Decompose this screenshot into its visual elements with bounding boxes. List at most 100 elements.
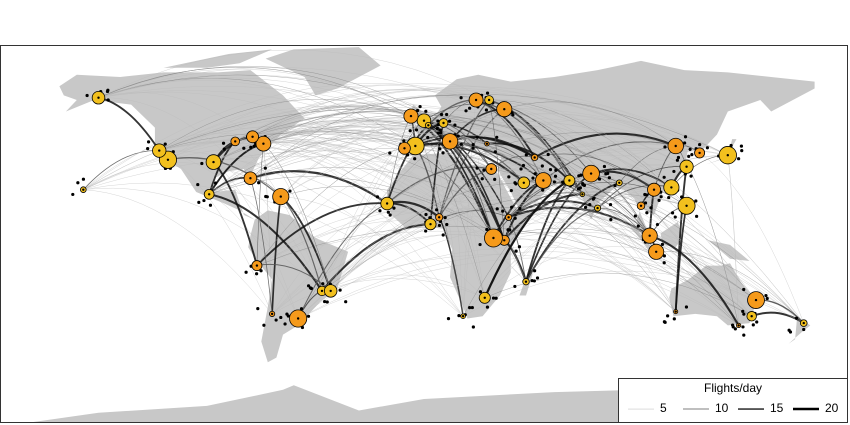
route [297, 203, 388, 319]
airport [71, 192, 75, 197]
airport [740, 149, 744, 153]
route [569, 180, 650, 236]
airport [663, 145, 667, 149]
route [256, 145, 416, 266]
route [213, 161, 299, 319]
airport [388, 213, 392, 217]
route [98, 92, 253, 137]
airport [484, 108, 489, 112]
airport [306, 284, 311, 288]
hub-center [589, 172, 593, 175]
legend-label: 10 [715, 401, 729, 415]
airport [76, 181, 80, 185]
airport [213, 181, 218, 185]
airport [741, 325, 745, 329]
airport [755, 320, 759, 324]
hub-center [524, 280, 528, 283]
airport [541, 188, 545, 192]
airport [288, 189, 292, 193]
airport [695, 214, 699, 218]
hub-center [542, 179, 545, 182]
hub-center [802, 321, 805, 325]
airport [441, 233, 445, 237]
route [321, 223, 431, 292]
hub-center [670, 186, 673, 189]
legend-box [618, 378, 848, 423]
airport [513, 181, 517, 185]
route [386, 166, 492, 204]
airport [663, 320, 667, 324]
airport [672, 169, 676, 174]
route [235, 137, 505, 241]
route [98, 90, 676, 312]
hub-center [212, 160, 215, 164]
route [98, 49, 490, 101]
airport [424, 229, 428, 233]
hub-center [474, 98, 478, 102]
airport [146, 140, 151, 144]
airport [673, 215, 677, 219]
route [83, 132, 253, 190]
airport [530, 278, 534, 283]
route [83, 189, 273, 315]
route [280, 118, 676, 197]
airport [464, 109, 468, 113]
route [491, 168, 657, 252]
route [321, 179, 544, 292]
airport [579, 173, 583, 177]
hub-center [82, 188, 85, 191]
route [484, 154, 728, 298]
hub-center [618, 181, 621, 184]
airport [602, 164, 607, 169]
airport [249, 145, 253, 149]
airport [256, 307, 260, 311]
airport [511, 113, 515, 117]
airport [533, 172, 537, 176]
airport [660, 242, 665, 246]
airport [163, 142, 167, 146]
route [298, 257, 804, 324]
airport [257, 181, 261, 185]
airport [513, 216, 517, 220]
hub-center [533, 156, 536, 159]
hub-center [639, 204, 643, 207]
route [263, 143, 331, 291]
airport [308, 286, 313, 290]
route [428, 124, 650, 236]
airport [518, 206, 522, 211]
airport [221, 141, 226, 145]
airport [146, 147, 150, 151]
hub-center [485, 142, 489, 145]
airport [535, 276, 540, 280]
legend-label: 15 [770, 401, 784, 415]
route [439, 207, 757, 301]
airport [439, 131, 443, 135]
airport [378, 209, 382, 213]
airport [694, 199, 698, 203]
route [250, 170, 388, 205]
airport [506, 228, 510, 232]
route [727, 155, 739, 326]
hub-center [568, 179, 571, 182]
airport [561, 180, 565, 184]
airport [604, 172, 608, 176]
airport [259, 269, 263, 273]
route [386, 134, 700, 204]
airport [649, 206, 653, 210]
airport [802, 327, 806, 332]
airport [445, 112, 449, 117]
airport [683, 135, 688, 139]
hub-center [296, 317, 300, 320]
airport [254, 272, 259, 276]
route [263, 138, 739, 326]
route [430, 201, 650, 236]
airport [733, 327, 737, 331]
route [321, 143, 676, 292]
route [167, 156, 282, 198]
airport [583, 205, 588, 209]
airport [581, 183, 585, 187]
airport [485, 91, 490, 95]
route [159, 116, 583, 195]
hub-center [698, 151, 701, 155]
